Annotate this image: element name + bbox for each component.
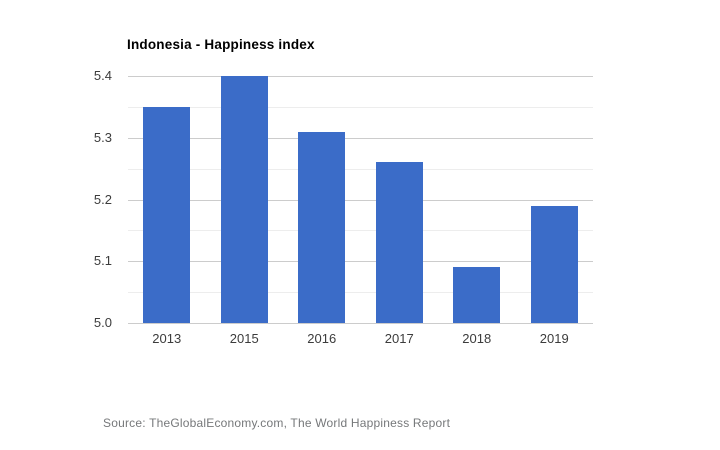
- gridline-major: [128, 137, 593, 139]
- y-tick-label: 5.4: [93, 68, 112, 83]
- gridline-minor: [128, 168, 593, 170]
- gridline-minor: [128, 292, 593, 294]
- gridline-major: [128, 323, 593, 324]
- bar-2019: [530, 205, 578, 323]
- plot-area: [128, 76, 593, 324]
- x-tick-label: 2018: [462, 331, 492, 346]
- x-tick-label: 2019: [539, 331, 569, 346]
- x-tick-label: 2016: [307, 331, 337, 346]
- chart-title: Indonesia - Happiness index: [127, 37, 315, 52]
- y-tick-label: 5.3: [93, 129, 112, 145]
- y-tick-label: 5.1: [93, 253, 112, 269]
- bar-2015: [220, 76, 268, 323]
- y-tick-label: 5.2: [93, 191, 112, 207]
- bar-2013: [143, 106, 191, 323]
- bar-2018: [453, 267, 501, 323]
- gridline-minor: [128, 106, 593, 108]
- x-tick-label: 2015: [229, 331, 259, 346]
- gridline-major: [128, 76, 593, 77]
- source-attribution: Source: TheGlobalEconomy.com, The World …: [103, 416, 451, 430]
- y-tick-label: 5.0: [93, 315, 112, 330]
- bar-2016: [298, 131, 346, 323]
- x-tick-label: 2017: [384, 331, 414, 346]
- gridline-major: [128, 199, 593, 201]
- x-tick-label: 2013: [152, 331, 182, 346]
- gridline-minor: [128, 230, 593, 232]
- gridline-major: [128, 261, 593, 263]
- bar-2017: [375, 162, 423, 323]
